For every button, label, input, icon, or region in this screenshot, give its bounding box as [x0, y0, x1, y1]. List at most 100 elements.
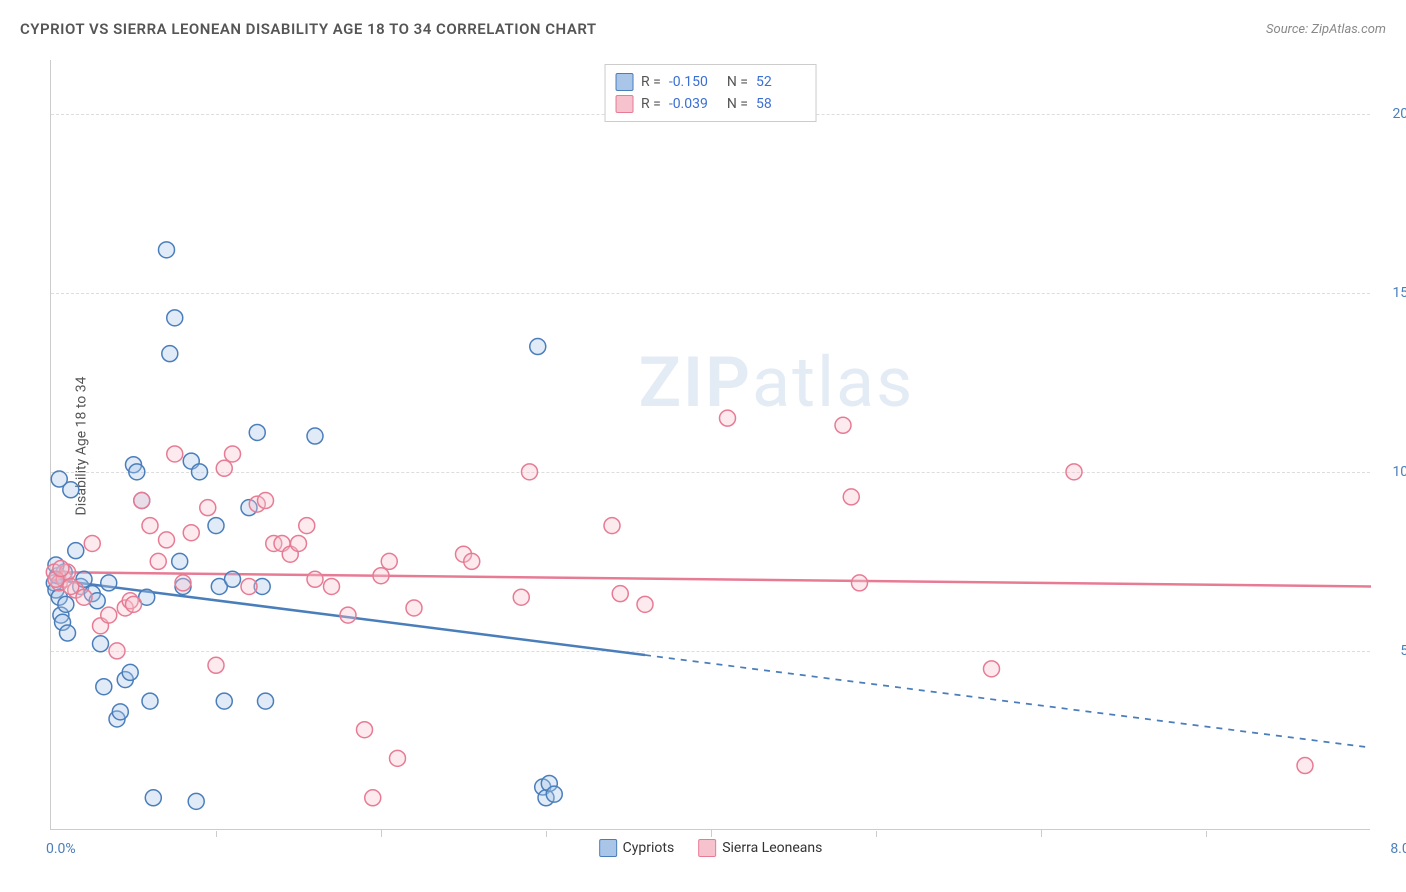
scatter-point — [357, 722, 373, 738]
legend-item-cypriots: Cypriots — [599, 839, 675, 857]
x-tick-minor — [546, 831, 547, 837]
n-value-cypriots: 52 — [756, 74, 806, 90]
scatter-point — [188, 793, 204, 809]
scatter-point — [324, 578, 340, 594]
scatter-point — [51, 471, 67, 487]
scatter-point — [183, 525, 199, 541]
scatter-point — [58, 596, 74, 612]
scatter-point — [208, 657, 224, 673]
scatter-point — [145, 790, 161, 806]
scatter-point — [126, 596, 142, 612]
scatter-point — [852, 575, 868, 591]
scatter-point — [93, 636, 109, 652]
scatter-point — [291, 535, 307, 551]
scatter-point — [835, 417, 851, 433]
r-label: R = — [641, 74, 661, 90]
r-label-2: R = — [641, 96, 661, 112]
scatter-point — [208, 518, 224, 534]
scatter-point — [63, 578, 79, 594]
r-value-cypriots: -0.150 — [669, 74, 719, 90]
scatter-point — [464, 553, 480, 569]
scatter-point — [101, 575, 117, 591]
legend-label-cypriots: Cypriots — [623, 840, 675, 856]
scatter-point — [159, 242, 175, 258]
scatter-point — [96, 679, 112, 695]
scatter-point — [200, 500, 216, 516]
bottom-legend: Cypriots Sierra Leoneans — [599, 839, 823, 857]
scatter-point — [129, 464, 145, 480]
scatter-point — [522, 464, 538, 480]
scatter-point — [53, 561, 69, 577]
x-max-label: 8.0% — [1390, 841, 1406, 857]
scatter-point — [843, 489, 859, 505]
scatter-point — [612, 586, 628, 602]
x-tick-minor — [216, 831, 217, 837]
plot-area: ZIPatlas R = -0.150 N = 52 R = -0.039 N … — [50, 60, 1370, 830]
scatter-point — [162, 346, 178, 362]
legend-item-sierra: Sierra Leoneans — [698, 839, 822, 857]
scatter-point — [142, 518, 158, 534]
scatter-point — [68, 543, 84, 559]
scatter-point — [159, 532, 175, 548]
stats-row-sierra: R = -0.039 N = 58 — [615, 93, 806, 115]
swatch-sierra — [615, 95, 633, 113]
source-label: Source: ZipAtlas.com — [1266, 22, 1386, 37]
stats-row-cypriots: R = -0.150 N = 52 — [615, 71, 806, 93]
swatch-cypriots — [615, 73, 633, 91]
scatter-point — [249, 424, 265, 440]
scatter-point — [216, 460, 232, 476]
y-tick-label: 20.0% — [1392, 106, 1406, 122]
x-tick — [381, 829, 382, 837]
scatter-point — [530, 339, 546, 355]
trend-line-dashed — [645, 655, 1371, 748]
x-tick — [1041, 829, 1042, 837]
scatter-point — [406, 600, 422, 616]
y-tick-label: 15.0% — [1392, 285, 1406, 301]
scatter-point — [984, 661, 1000, 677]
scatter-point — [373, 568, 389, 584]
scatter-point — [546, 786, 562, 802]
legend-swatch-sierra — [698, 839, 716, 857]
scatter-point — [192, 464, 208, 480]
scatter-point — [513, 589, 529, 605]
scatter-point — [84, 535, 100, 551]
scatter-point — [258, 693, 274, 709]
scatter-point — [60, 625, 76, 641]
legend-label-sierra: Sierra Leoneans — [722, 840, 822, 856]
chart-title: CYPRIOT VS SIERRA LEONEAN DISABILITY AGE… — [20, 20, 597, 38]
scatter-point — [142, 693, 158, 709]
scatter-point — [101, 607, 117, 623]
scatter-point — [365, 790, 381, 806]
x-tick-minor — [876, 831, 877, 837]
scatter-point — [381, 553, 397, 569]
n-value-sierra: 58 — [756, 96, 806, 112]
scatter-point — [340, 607, 356, 623]
x-origin-label: 0.0% — [46, 841, 76, 857]
scatter-point — [299, 518, 315, 534]
n-label: N = — [727, 74, 748, 90]
scatter-point — [604, 518, 620, 534]
scatter-point — [307, 571, 323, 587]
scatter-point — [76, 589, 92, 605]
scatter-point — [167, 310, 183, 326]
scatter-point — [1066, 464, 1082, 480]
scatter-point — [112, 704, 128, 720]
y-tick-label: 5.0% — [1400, 643, 1406, 659]
scatter-point — [216, 693, 232, 709]
scatter-point — [175, 575, 191, 591]
stats-legend: R = -0.150 N = 52 R = -0.039 N = 58 — [604, 64, 817, 122]
r-value-sierra: -0.039 — [669, 96, 719, 112]
y-tick-label: 10.0% — [1392, 464, 1406, 480]
scatter-point — [122, 664, 138, 680]
scatter-point — [167, 446, 183, 462]
x-tick — [711, 829, 712, 837]
scatter-point — [134, 493, 150, 509]
legend-swatch-cypriots — [599, 839, 617, 857]
scatter-point — [225, 446, 241, 462]
scatter-point — [307, 428, 323, 444]
scatter-point — [241, 578, 257, 594]
scatter-point — [109, 643, 125, 659]
scatter-point — [720, 410, 736, 426]
x-tick-minor — [1206, 831, 1207, 837]
scatter-point — [258, 493, 274, 509]
